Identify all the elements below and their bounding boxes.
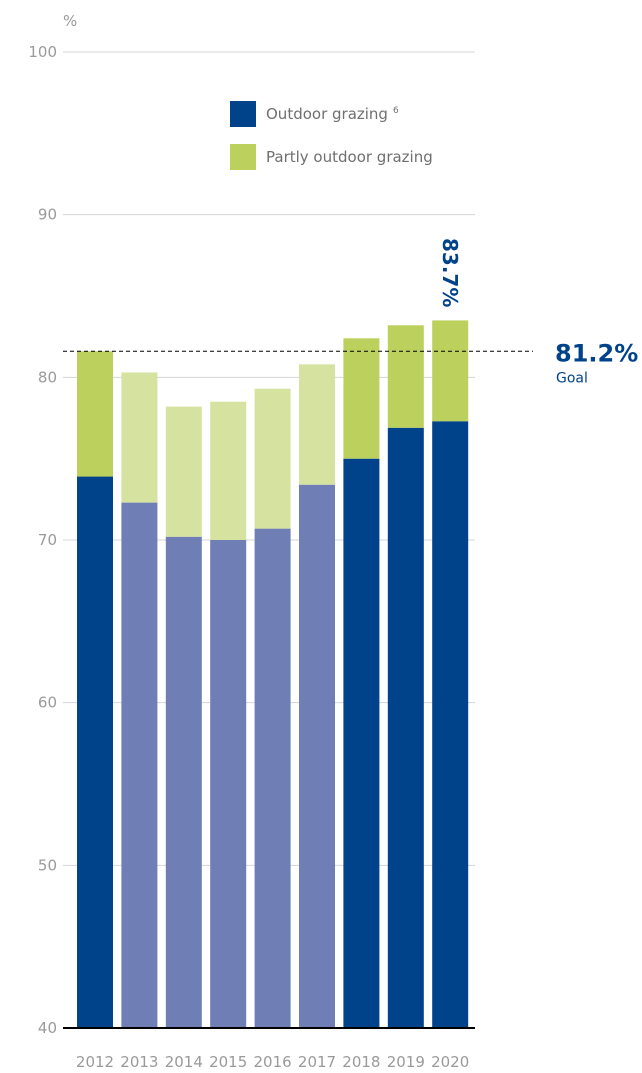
bar-partly-outdoor-2016 bbox=[254, 388, 291, 529]
legend-footnote-marker: 6 bbox=[393, 106, 399, 116]
x-tick-label: 2020 bbox=[431, 1053, 469, 1071]
y-tick-label: 100 bbox=[28, 43, 57, 61]
x-tick-label: 2019 bbox=[387, 1053, 425, 1071]
y-tick-label: 70 bbox=[38, 531, 57, 549]
y-tick-label: 50 bbox=[38, 856, 57, 874]
bar-partly-outdoor-2020 bbox=[432, 320, 469, 422]
bar-outdoor-2020 bbox=[432, 421, 469, 1029]
y-axis-ticks: 40 50 60 70 80 90 100 bbox=[28, 43, 57, 1037]
goal-value: 81.2% bbox=[555, 339, 638, 367]
x-tick-label: 2015 bbox=[209, 1053, 247, 1071]
bar-outdoor-2015 bbox=[210, 540, 247, 1028]
bar-partly-outdoor-2019 bbox=[387, 325, 424, 428]
y-tick-label: 80 bbox=[38, 368, 57, 386]
legend-swatch-outdoor-grazing bbox=[230, 101, 256, 127]
x-tick-label: 2016 bbox=[254, 1053, 292, 1071]
y-tick-label: 60 bbox=[38, 694, 57, 712]
bar-outdoor-2013 bbox=[121, 502, 158, 1028]
x-tick-label: 2014 bbox=[165, 1053, 203, 1071]
bar-outdoor-2014 bbox=[165, 536, 202, 1028]
x-tick-label: 2013 bbox=[120, 1053, 158, 1071]
x-axis-ticks: 2012 2013 2014 2015 2016 2017 2018 2019 2020 bbox=[76, 1053, 469, 1071]
bar-outdoor-2012 bbox=[77, 476, 113, 1028]
bar-partly-outdoor-2015 bbox=[210, 401, 247, 540]
legend: Outdoor grazing 6 Partly outdoor grazing bbox=[230, 101, 433, 170]
legend-label-outdoor-grazing: Outdoor grazing bbox=[266, 105, 388, 123]
y-axis-unit: % bbox=[63, 12, 77, 30]
bar-outdoor-2016 bbox=[254, 528, 291, 1028]
x-tick-label: 2017 bbox=[298, 1053, 336, 1071]
x-tick-label: 2018 bbox=[342, 1053, 380, 1071]
bar-partly-outdoor-2013 bbox=[121, 372, 158, 503]
legend-swatch-partly-outdoor-grazing bbox=[230, 144, 256, 170]
bar-outdoor-2018 bbox=[343, 458, 380, 1029]
goal-caption: Goal bbox=[556, 370, 588, 386]
bar-partly-outdoor-2014 bbox=[165, 406, 202, 537]
x-tick-label: 2012 bbox=[76, 1053, 114, 1071]
bar-outdoor-2017 bbox=[299, 484, 335, 1028]
bar-outdoor-2019 bbox=[387, 427, 424, 1028]
legend-label-partly-outdoor-grazing: Partly outdoor grazing bbox=[266, 148, 433, 166]
bar-annotation-2020: 83.7% bbox=[438, 238, 462, 307]
bar-partly-outdoor-2017 bbox=[299, 364, 335, 485]
bars bbox=[77, 320, 469, 1029]
bar-partly-outdoor-2018 bbox=[343, 338, 380, 459]
bar-partly-outdoor-2012 bbox=[77, 351, 113, 477]
y-tick-label: 40 bbox=[38, 1019, 57, 1037]
y-tick-label: 90 bbox=[38, 206, 57, 224]
